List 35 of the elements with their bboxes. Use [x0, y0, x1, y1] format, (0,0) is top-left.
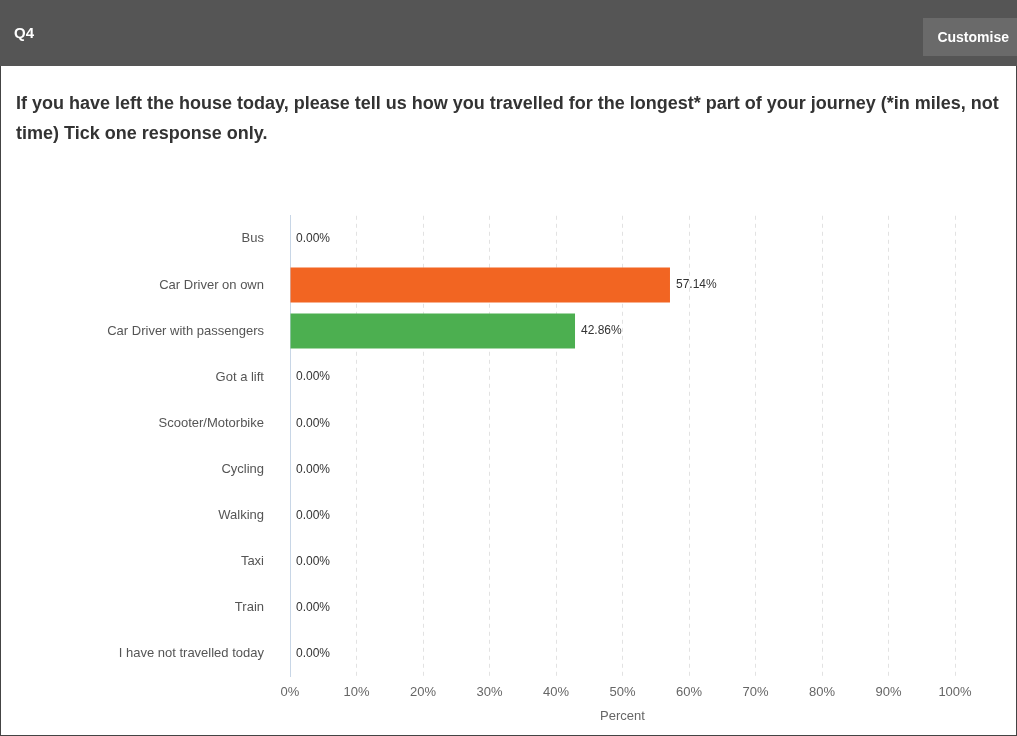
data-label: 0.00% — [296, 231, 331, 246]
x-tick-label: 0% — [280, 684, 300, 700]
y-tick-label: Cycling — [221, 460, 264, 476]
data-label: 57.14% — [675, 277, 718, 292]
x-tick-label: 10% — [343, 684, 370, 700]
data-label: 0.00% — [296, 415, 331, 430]
data-label: 42.86% — [581, 323, 623, 338]
x-tick-label: 90% — [875, 684, 902, 700]
text: Q4 — [14, 24, 35, 41]
y-tick-label: Taxi — [240, 553, 265, 569]
x-tick-label: 60% — [675, 684, 703, 700]
x-tick-label: 40% — [542, 684, 570, 700]
y-tick-label: Bus — [241, 230, 265, 246]
y-tick-label: Car Driver on own — [159, 276, 264, 292]
data-label: 0.00% — [296, 553, 331, 568]
x-tick-label: 80% — [808, 684, 836, 700]
x-tick-label: 30% — [476, 684, 503, 700]
y-tick-label: Walking — [218, 507, 264, 523]
x-tick-label: 20% — [409, 684, 437, 700]
y-tick-label: Got a lift — [215, 368, 265, 384]
data-label: 0.00% — [296, 461, 331, 476]
text: Customise — [923, 18, 1017, 56]
x-tick-label: 70% — [742, 684, 769, 700]
data-label: 0.00% — [296, 599, 331, 614]
y-tick-label: Scooter/Motorbike — [158, 414, 264, 430]
data-label: 0.00% — [296, 646, 331, 661]
x-axis-title: Percent — [600, 707, 646, 723]
chart-title: If you have left the house today, please tell us how you travelled for the longest* part of your journey (*in miles, not time) Tick one response only. — [16, 92, 1000, 145]
data-label: 0.00% — [296, 369, 331, 384]
x-tick-label: 50% — [609, 684, 636, 700]
x-tick-label: 100% — [938, 684, 973, 700]
data-label: 0.00% — [296, 507, 331, 522]
y-tick-label: I have not travelled today — [118, 645, 265, 661]
y-tick-label: Train — [234, 599, 264, 615]
y-tick-label: Car Driver with passengers — [107, 322, 265, 338]
